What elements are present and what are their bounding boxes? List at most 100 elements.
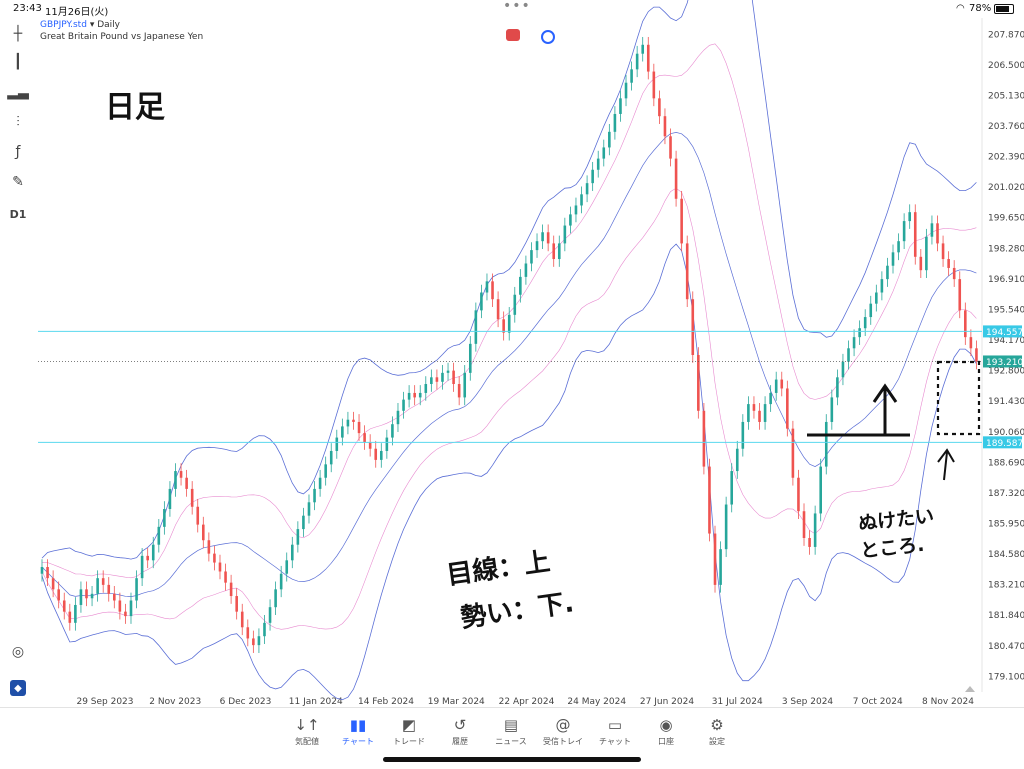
symbol-name[interactable]: GBPJPY.std (40, 20, 87, 30)
candle-body (418, 392, 422, 398)
y-tick-label: 181.840 (988, 611, 1024, 621)
tab-news[interactable]: ▤ ニュース (481, 716, 541, 747)
candle-body (385, 437, 389, 451)
y-tick-label: 180.470 (988, 642, 1024, 652)
candle-body (524, 263, 528, 277)
history-icon: ↺ (453, 716, 467, 734)
x-tick-label: 11 Jan 2024 (289, 697, 343, 706)
y-tick-label: 199.650 (988, 214, 1024, 224)
timeframe-selector[interactable]: ▾ Daily (89, 20, 120, 30)
tab-settings[interactable]: ⚙ 設定 (687, 716, 747, 747)
x-tick-label: 19 Mar 2024 (428, 697, 485, 706)
tab-quotes[interactable]: ↓↑ 気配値 (277, 716, 337, 747)
tab-account[interactable]: ◉ 口座 (636, 716, 696, 747)
candle-body (140, 555, 144, 579)
signals-icon[interactable]: ◎ (11, 644, 25, 660)
tab-label: 気配値 (295, 737, 319, 746)
candle-body (107, 584, 111, 594)
candle-body (619, 98, 622, 114)
account-icon: ◉ (659, 716, 673, 734)
tab-chat[interactable]: ▭ チャット (585, 716, 645, 747)
candle-body (858, 328, 861, 338)
candle-body (908, 212, 911, 222)
candle-body (580, 194, 583, 206)
y-tick-label: 205.130 (988, 91, 1024, 101)
candle-body (602, 147, 606, 159)
tab-inbox[interactable]: @ 受信トレイ (533, 716, 593, 747)
candle-body (786, 388, 789, 429)
candle-body (513, 294, 517, 315)
function-icon[interactable]: ƒ (15, 144, 21, 160)
candle-body (941, 243, 945, 260)
candle-body (880, 279, 884, 293)
candle-body (902, 221, 906, 242)
symbol-header[interactable]: GBPJPY.std ▾ Daily (40, 20, 120, 30)
broker-logo: ◆ (10, 680, 26, 696)
scroll-to-end-icon (965, 686, 975, 692)
candle-body (430, 377, 433, 385)
indicators-icon[interactable]: ⫶ (16, 114, 20, 130)
x-tick-label: 31 Jul 2024 (712, 697, 763, 706)
trade-panel-icon[interactable] (506, 29, 520, 41)
y-tick-label: 206.500 (988, 61, 1024, 71)
candle-body (101, 578, 105, 585)
crosshair-icon[interactable]: ┼ (13, 26, 23, 42)
candle-body (357, 421, 361, 434)
chart-icon: ▮▮ (349, 716, 367, 734)
candle-body (897, 241, 900, 253)
candle-body (290, 544, 294, 561)
candle-body (947, 259, 950, 268)
bar-chart-icon[interactable]: ▂▃ (7, 84, 29, 100)
candle-body (68, 611, 72, 623)
candle-body (641, 44, 645, 54)
candle-body (674, 158, 678, 199)
tab-history[interactable]: ↺ 履歴 (430, 716, 490, 747)
candle-body (452, 370, 455, 385)
inbox-icon: @ (555, 716, 571, 734)
candle-body (40, 567, 44, 574)
y-tick-label: 194.170 (988, 336, 1024, 346)
price-chart[interactable]: 207.870 206.500 205.130 203.760 202.390 201.0… (0, 0, 1024, 706)
candle-body (157, 526, 161, 545)
candle-body (491, 281, 494, 300)
candle-body (246, 627, 250, 639)
candle-body (952, 267, 956, 280)
one-click-trade-icon[interactable] (541, 30, 555, 44)
home-indicator[interactable] (383, 757, 641, 762)
candle-body (207, 540, 211, 554)
candle-body (763, 404, 767, 422)
candle-body (669, 136, 672, 159)
candle-body (118, 600, 122, 612)
resistance-price-tag-bg (983, 325, 1022, 338)
candle-body (797, 477, 800, 512)
candle-body (658, 98, 661, 117)
multitask-dots-icon[interactable]: ••• (503, 0, 531, 14)
timeframe-label[interactable]: D1 (9, 207, 27, 221)
battery-percent: 78% (969, 3, 992, 14)
tab-chart[interactable]: ▮▮ チャート (328, 716, 388, 747)
candle-body (279, 573, 283, 590)
candlestick-icon[interactable]: ┃ (13, 54, 23, 70)
x-tick-label: 6 Dec 2023 (220, 697, 272, 706)
candle-body (591, 169, 594, 184)
drawing-icon[interactable]: ✎ (12, 174, 24, 190)
tab-label: チャート (342, 737, 374, 746)
candle-body (758, 410, 761, 422)
candle-body (774, 379, 778, 393)
candle-body (324, 464, 327, 478)
candle-body (964, 310, 967, 338)
resistance-price-tag: 194.557 (986, 328, 1023, 338)
candle-body (402, 399, 405, 411)
tab-label: 設定 (709, 737, 725, 746)
candle-body (608, 131, 611, 148)
candle-body (535, 241, 539, 251)
tab-trade[interactable]: ◩ トレード (379, 716, 439, 747)
candle-body (552, 243, 556, 260)
drawn-small-arrow (937, 448, 955, 481)
x-tick-label: 24 May 2024 (567, 697, 626, 706)
y-tick-label: 196.910 (988, 275, 1024, 285)
candle-body (240, 611, 244, 628)
candle-body (563, 225, 567, 244)
candle-body (124, 611, 127, 617)
candle-body (630, 69, 633, 83)
